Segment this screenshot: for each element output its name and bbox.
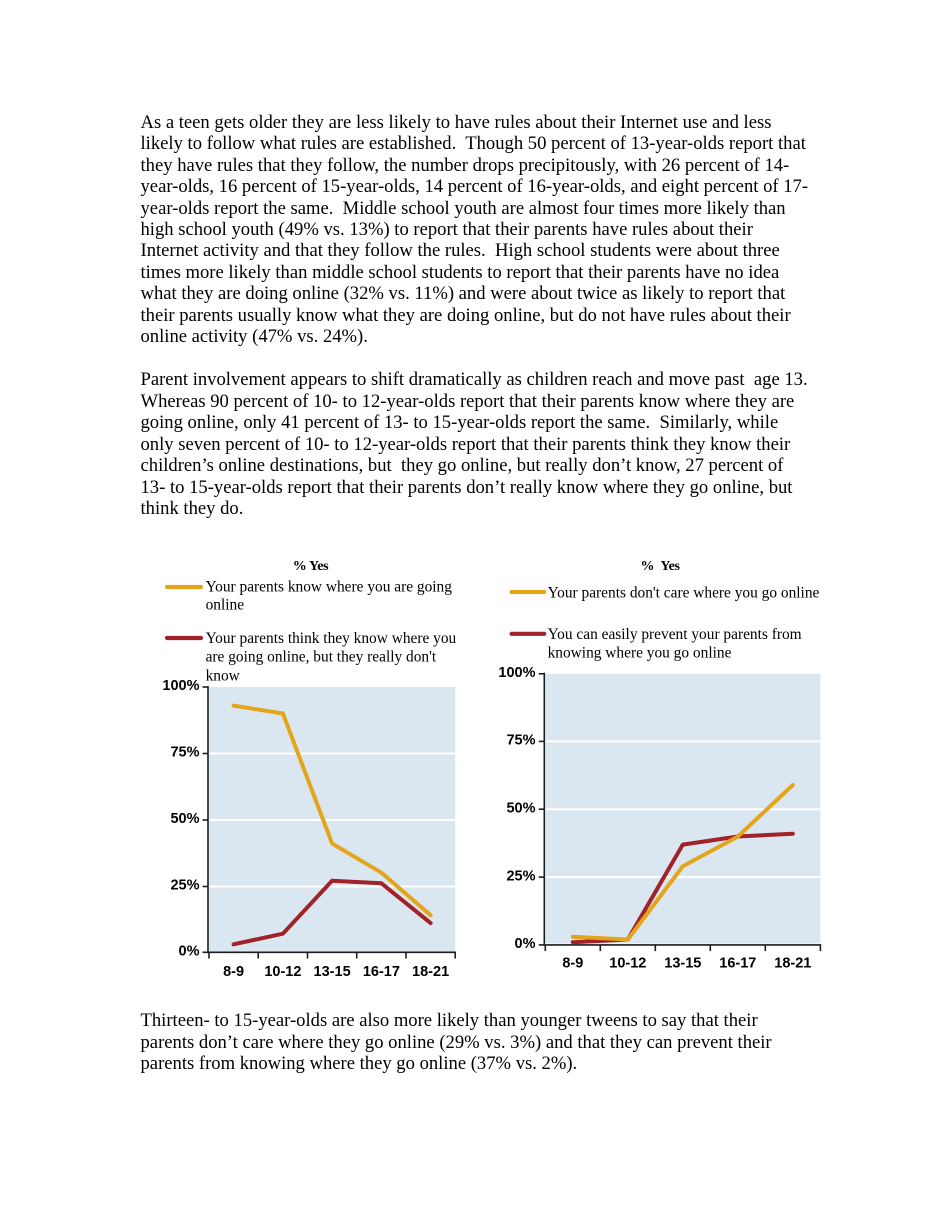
svg-text:0%: 0% — [179, 944, 200, 960]
svg-text:Your parents think they know w: Your parents think they know where you — [206, 630, 457, 647]
svg-text:knowing where you go online: knowing where you go online — [548, 645, 732, 662]
svg-text:16-17: 16-17 — [363, 964, 400, 980]
svg-text:18-21: 18-21 — [412, 964, 449, 980]
svg-text:100%: 100% — [498, 665, 535, 681]
svg-text:18-21: 18-21 — [774, 956, 811, 972]
svg-text:25%: 25% — [170, 878, 199, 894]
svg-text:100%: 100% — [162, 678, 199, 694]
svg-text:25%: 25% — [506, 868, 535, 884]
svg-text:0%: 0% — [515, 936, 536, 952]
svg-text:Your parents don't care where: Your parents don't care where you go onl… — [548, 584, 820, 601]
svg-text:You can easily prevent your pa: You can easily prevent your parents from — [548, 626, 802, 643]
svg-text:are going online, but they rea: are going online, but they really don't — [206, 649, 437, 666]
svg-text:75%: 75% — [506, 733, 535, 749]
svg-text:13-15: 13-15 — [314, 964, 351, 980]
svg-text:75%: 75% — [170, 745, 199, 761]
svg-text:10-12: 10-12 — [264, 964, 301, 980]
svg-text:% Yes: % Yes — [640, 559, 680, 574]
svg-text:16-17: 16-17 — [719, 956, 756, 972]
svg-text:know: know — [206, 667, 241, 684]
svg-text:50%: 50% — [170, 811, 199, 827]
svg-text:8-9: 8-9 — [223, 964, 244, 980]
svg-text:Your parents know where you ar: Your parents know where you are going — [206, 578, 453, 595]
svg-text:8-9: 8-9 — [562, 956, 583, 972]
svg-text:online: online — [206, 596, 245, 613]
svg-text:13-15: 13-15 — [664, 956, 701, 972]
svg-text:10-12: 10-12 — [609, 956, 646, 972]
svg-text:% Yes: % Yes — [293, 559, 329, 574]
svg-text:50%: 50% — [506, 800, 535, 816]
